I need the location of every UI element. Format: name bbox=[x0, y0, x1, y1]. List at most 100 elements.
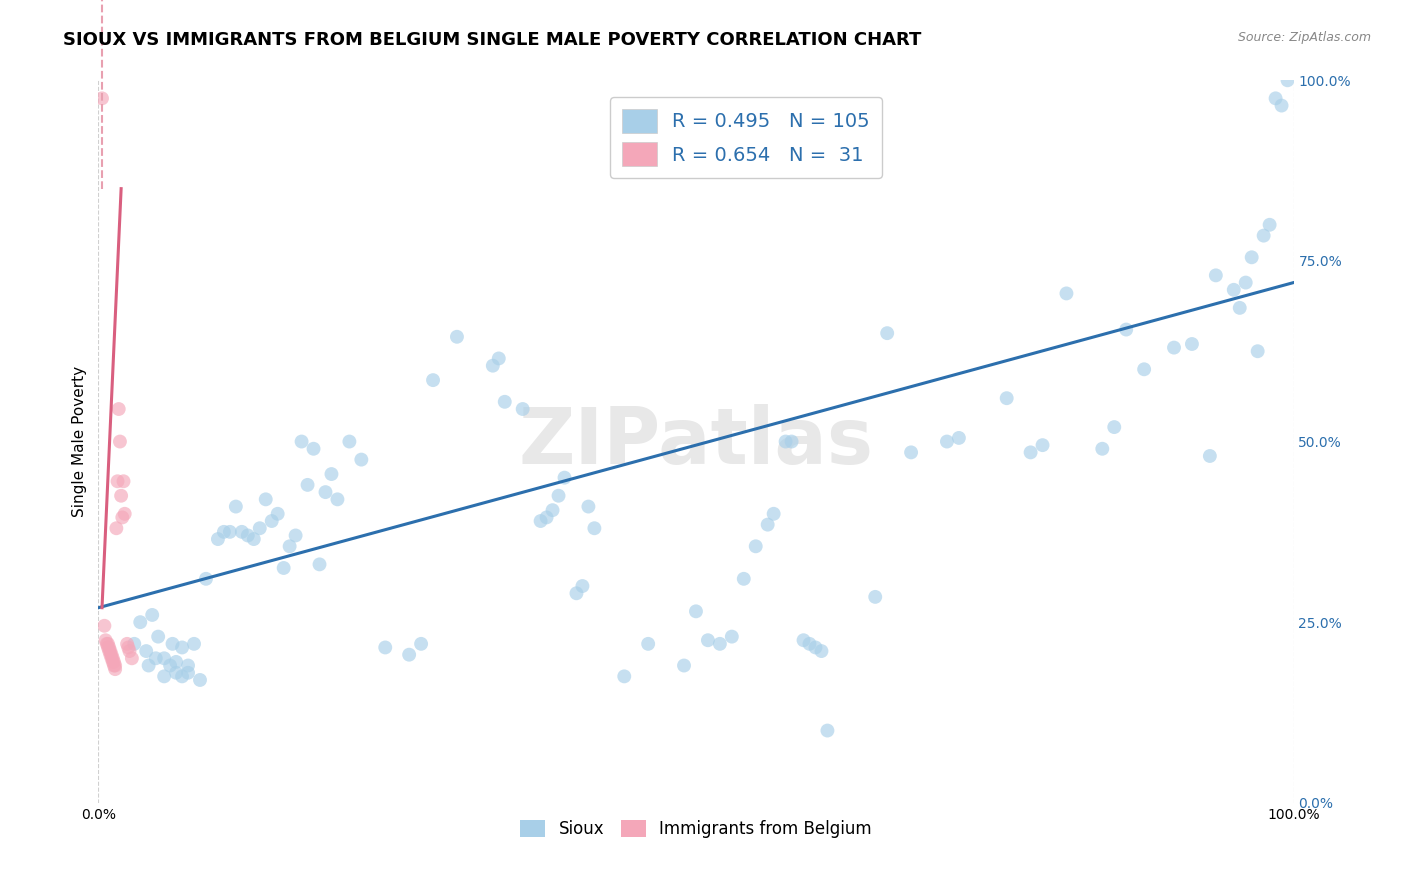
Point bbox=[900, 445, 922, 459]
Point bbox=[138, 658, 160, 673]
Point bbox=[110, 489, 132, 503]
Point bbox=[111, 510, 134, 524]
Point bbox=[254, 492, 277, 507]
Point bbox=[105, 521, 128, 535]
Point bbox=[101, 655, 124, 669]
Point bbox=[1264, 91, 1286, 105]
Point bbox=[446, 330, 468, 344]
Point bbox=[249, 521, 271, 535]
Point bbox=[1277, 73, 1299, 87]
Point bbox=[103, 655, 125, 669]
Point bbox=[101, 651, 124, 665]
Point bbox=[104, 662, 127, 676]
Point bbox=[780, 434, 803, 449]
Point bbox=[876, 326, 898, 340]
Point bbox=[697, 633, 720, 648]
Point bbox=[1240, 250, 1263, 264]
Point bbox=[165, 665, 187, 680]
Point bbox=[195, 572, 218, 586]
Point bbox=[571, 579, 593, 593]
Point bbox=[488, 351, 510, 366]
Text: Source: ZipAtlas.com: Source: ZipAtlas.com bbox=[1237, 31, 1371, 45]
Point bbox=[948, 431, 970, 445]
Point bbox=[172, 669, 194, 683]
Point bbox=[291, 434, 314, 449]
Point bbox=[104, 658, 127, 673]
Point bbox=[1104, 420, 1126, 434]
Point bbox=[775, 434, 797, 449]
Point bbox=[481, 359, 505, 373]
Point bbox=[153, 651, 176, 665]
Point bbox=[637, 637, 659, 651]
Point bbox=[1115, 322, 1137, 336]
Point bbox=[721, 630, 744, 644]
Point bbox=[212, 524, 235, 539]
Point bbox=[995, 391, 1018, 405]
Point bbox=[1181, 337, 1204, 351]
Point bbox=[91, 91, 114, 105]
Point bbox=[129, 615, 152, 630]
Point bbox=[117, 640, 139, 655]
Point bbox=[183, 637, 205, 651]
Point bbox=[1229, 301, 1251, 315]
Point bbox=[541, 503, 564, 517]
Point bbox=[98, 640, 121, 655]
Point bbox=[745, 539, 768, 553]
Point bbox=[267, 507, 290, 521]
Point bbox=[172, 640, 194, 655]
Point bbox=[810, 644, 832, 658]
Point bbox=[709, 637, 731, 651]
Point bbox=[494, 394, 516, 409]
Point bbox=[1163, 341, 1185, 355]
Point bbox=[512, 402, 534, 417]
Point bbox=[165, 655, 187, 669]
Point bbox=[278, 539, 301, 553]
Text: ZIPatlas: ZIPatlas bbox=[519, 403, 873, 480]
Point bbox=[1271, 98, 1294, 112]
Point bbox=[1056, 286, 1078, 301]
Point bbox=[97, 637, 120, 651]
Point bbox=[107, 402, 129, 417]
Point bbox=[302, 442, 325, 456]
Point bbox=[225, 500, 247, 514]
Point bbox=[1133, 362, 1156, 376]
Point bbox=[188, 673, 211, 687]
Point bbox=[1091, 442, 1114, 456]
Point bbox=[1019, 445, 1042, 459]
Point bbox=[547, 489, 569, 503]
Point bbox=[177, 665, 200, 680]
Point bbox=[284, 528, 307, 542]
Point bbox=[1247, 344, 1270, 359]
Point bbox=[115, 637, 138, 651]
Point bbox=[148, 630, 170, 644]
Text: SIOUX VS IMMIGRANTS FROM BELGIUM SINGLE MALE POVERTY CORRELATION CHART: SIOUX VS IMMIGRANTS FROM BELGIUM SINGLE … bbox=[63, 31, 922, 49]
Point bbox=[762, 507, 785, 521]
Point bbox=[100, 648, 122, 662]
Point bbox=[315, 485, 337, 500]
Y-axis label: Single Male Poverty: Single Male Poverty bbox=[72, 366, 87, 517]
Point bbox=[207, 532, 229, 546]
Point bbox=[804, 640, 827, 655]
Point bbox=[1258, 218, 1281, 232]
Point bbox=[153, 669, 176, 683]
Point bbox=[554, 470, 576, 484]
Point bbox=[219, 524, 242, 539]
Point bbox=[103, 658, 125, 673]
Point bbox=[141, 607, 163, 622]
Point bbox=[613, 669, 636, 683]
Point bbox=[530, 514, 553, 528]
Point bbox=[121, 651, 143, 665]
Point bbox=[159, 658, 181, 673]
Point bbox=[339, 434, 361, 449]
Point bbox=[565, 586, 588, 600]
Point bbox=[94, 633, 117, 648]
Point bbox=[93, 619, 115, 633]
Point bbox=[321, 467, 343, 481]
Point bbox=[177, 658, 200, 673]
Point bbox=[536, 510, 558, 524]
Point bbox=[1253, 228, 1275, 243]
Point bbox=[422, 373, 444, 387]
Point bbox=[118, 644, 141, 658]
Point bbox=[1223, 283, 1246, 297]
Point bbox=[583, 521, 606, 535]
